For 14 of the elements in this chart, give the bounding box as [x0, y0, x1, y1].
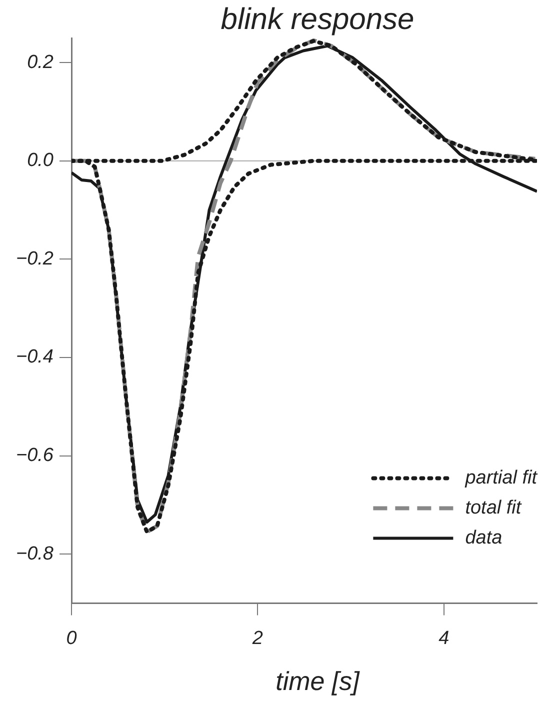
x-tick-label: 0: [66, 628, 78, 649]
y-tick-label: 0.2: [27, 52, 54, 73]
x-tick-label: 4: [438, 628, 450, 649]
x-axis-title: time [s]: [274, 666, 361, 697]
y-tick-label: −0.2: [16, 248, 54, 270]
y-tick-label: −0.6: [16, 445, 54, 466]
legend-label: data: [465, 527, 502, 548]
y-tick-label: −0.8: [16, 543, 54, 564]
legend-label: partial fit: [464, 467, 538, 488]
x-tick-label: 2: [251, 628, 264, 649]
chart-title: blink response: [220, 2, 416, 38]
y-tick-label: −0.4: [16, 346, 54, 368]
y-tick-label: 0.0: [27, 150, 54, 172]
legend-label: total fit: [465, 497, 522, 518]
